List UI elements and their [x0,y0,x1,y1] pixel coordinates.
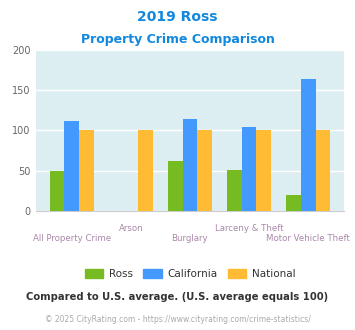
Bar [182,119,197,211]
Text: Compared to U.S. average. (U.S. average equals 100): Compared to U.S. average. (U.S. average … [26,292,329,302]
Bar [316,130,330,211]
Text: Larceny & Theft: Larceny & Theft [215,224,283,233]
Legend: Ross, California, National: Ross, California, National [81,265,299,283]
Bar [138,130,153,211]
Text: Motor Vehicle Theft: Motor Vehicle Theft [266,234,350,243]
Bar [242,127,256,211]
Bar [227,170,242,211]
Text: Burglary: Burglary [171,234,208,243]
Bar [64,121,79,211]
Bar [256,130,271,211]
Text: Property Crime Comparison: Property Crime Comparison [81,33,274,46]
Text: © 2025 CityRating.com - https://www.cityrating.com/crime-statistics/: © 2025 CityRating.com - https://www.city… [45,315,310,324]
Bar [197,130,212,211]
Text: Arson: Arson [119,224,143,233]
Bar [301,80,316,211]
Text: 2019 Ross: 2019 Ross [137,10,218,24]
Bar [79,130,94,211]
Bar [286,195,301,211]
Bar [168,161,182,211]
Text: All Property Crime: All Property Crime [33,234,111,243]
Bar [50,171,64,211]
